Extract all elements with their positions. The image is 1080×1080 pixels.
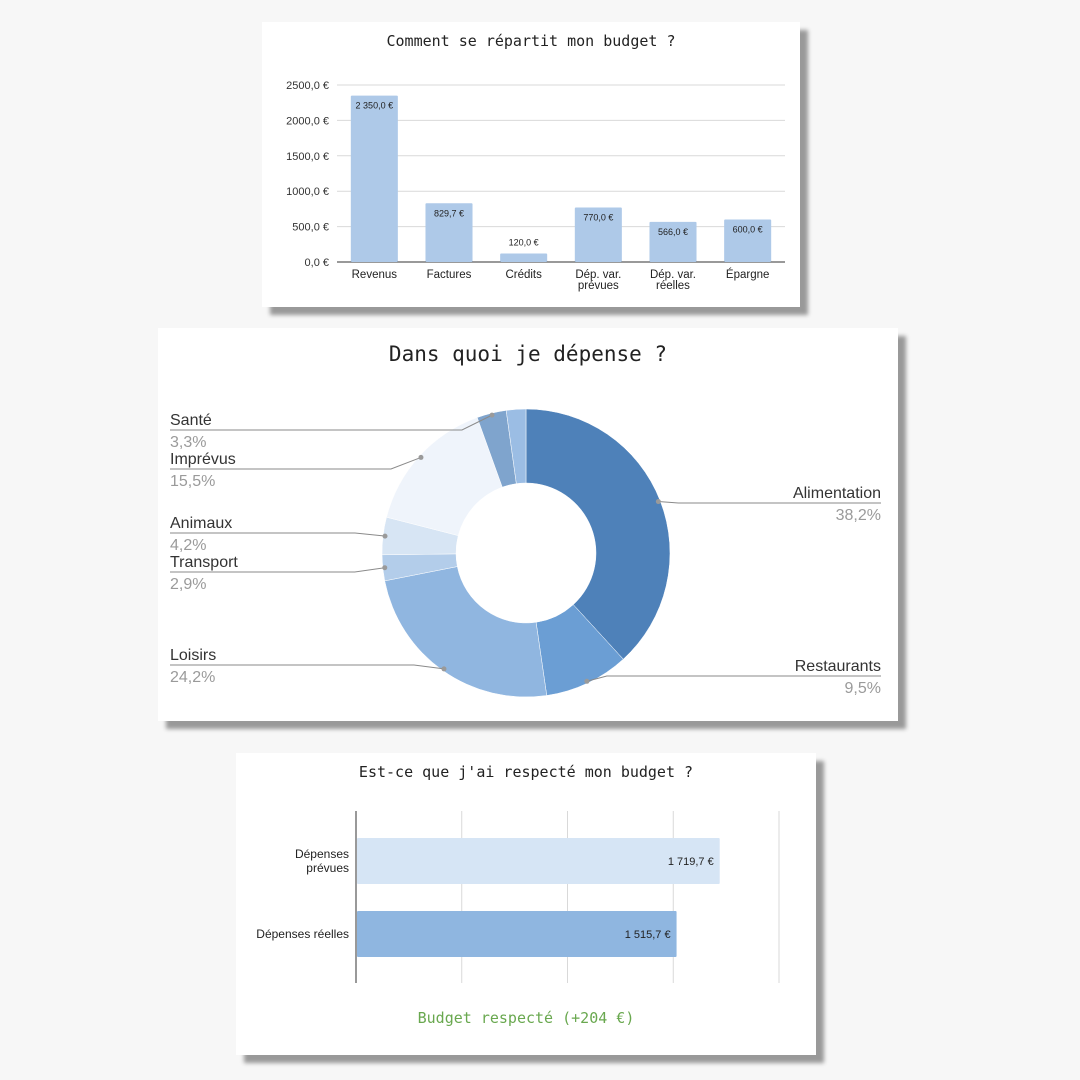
y-tick-label: Dépenses xyxy=(295,847,349,861)
leader-line xyxy=(170,664,445,670)
leader-line xyxy=(586,675,881,682)
x-tick-label: Crédits xyxy=(505,269,542,281)
bar-data-label: 770,0 € xyxy=(583,212,613,222)
leader-dot xyxy=(382,533,388,539)
slice-value-label: 15,5% xyxy=(170,473,215,490)
slice-label: Loisirs xyxy=(170,647,216,664)
bar xyxy=(649,221,697,262)
bar xyxy=(350,95,398,263)
slice-label: Transport xyxy=(170,554,238,571)
slice-value-label: 3,3% xyxy=(170,434,206,451)
donut-chart-title: Dans quoi je dépense ? xyxy=(388,342,668,366)
x-tick-label: Factures xyxy=(427,269,472,281)
y-tick-label: 0,0 € xyxy=(305,257,329,269)
x-tick-label: Revenus xyxy=(352,269,398,281)
y-tick-label: prévues xyxy=(306,861,349,875)
bar-data-label: 829,7 € xyxy=(434,208,464,218)
leader-dot xyxy=(489,412,495,418)
bar-chart: 0,0 € 500,0 € 1000,0 € 1500,0 € 2000,0 € 2500… xyxy=(286,80,785,292)
y-tick-label: 500,0 € xyxy=(292,222,329,234)
y-tick-label: 2500,0 € xyxy=(286,80,329,92)
slice-label: Santé xyxy=(170,412,212,429)
x-tick-label: Dép. var. xyxy=(575,269,621,281)
bar xyxy=(425,203,473,262)
budget-breakdown-card: Comment se répartit mon budget ? 0,0 € 50… xyxy=(262,22,800,307)
slice-label: Imprévus xyxy=(170,451,236,468)
budget-check-card: Est-ce que j'ai respecté mon budget ? 1 … xyxy=(236,753,816,1055)
x-tick-label: réelles xyxy=(656,280,690,292)
leader-line xyxy=(170,456,422,470)
y-tick-label: 1000,0 € xyxy=(286,186,329,198)
donut-slice xyxy=(505,408,527,484)
hbar xyxy=(357,911,677,957)
bar-data-label: 600,0 € xyxy=(733,225,763,235)
bar-data-label: 2 350,0 € xyxy=(356,101,394,111)
slice-value-label: 4,2% xyxy=(170,537,206,554)
y-tick-label: Dépenses réelles xyxy=(256,927,349,941)
leader-dot xyxy=(655,499,661,505)
leader-line xyxy=(658,501,881,504)
x-tick-label: Dép. var. xyxy=(650,269,696,281)
bar-data-label: 566,0 € xyxy=(658,227,688,237)
donut-slice xyxy=(525,408,671,660)
x-tick-label: prévues xyxy=(578,280,619,292)
leader-dot xyxy=(382,565,388,571)
leader-line xyxy=(170,532,386,537)
slice-value-label: 9,5% xyxy=(845,680,881,697)
spending-card: Dans quoi je dépense ? Alimentation 38,2%… xyxy=(158,328,898,721)
bar-chart-title: Comment se répartit mon budget ? xyxy=(386,32,676,50)
leader-dot xyxy=(584,678,590,684)
bar xyxy=(500,253,548,262)
donut-slice xyxy=(386,417,503,536)
bar-data-label: 1 515,7 € xyxy=(625,929,671,941)
leader-line xyxy=(170,567,385,573)
y-tick-label: 2000,0 € xyxy=(286,115,329,127)
donut-slice xyxy=(384,566,548,698)
donut-chart: Alimentation 38,2% Restaurants 9,5% Loisirs 2… xyxy=(170,408,881,698)
slice-value-label: 24,2% xyxy=(170,669,215,686)
y-tick-label: 1500,0 € xyxy=(286,151,329,163)
leader-line xyxy=(170,414,493,431)
bar xyxy=(724,219,772,262)
slice-label: Alimentation xyxy=(793,485,881,502)
budget-status-text: Budget respecté (+204 €) xyxy=(417,1009,635,1027)
hbar xyxy=(357,838,720,884)
x-tick-label: Épargne xyxy=(726,268,769,281)
hbar-chart-title: Est-ce que j'ai respecté mon budget ? xyxy=(358,763,694,781)
bar-data-label: 1 719,7 € xyxy=(668,856,714,868)
bar-data-label: 120,0 € xyxy=(509,238,539,248)
slice-value-label: 38,2% xyxy=(836,507,881,524)
slice-label: Restaurants xyxy=(795,658,881,675)
slice-label: Animaux xyxy=(170,515,232,532)
leader-dot xyxy=(418,454,424,460)
slice-value-label: 2,9% xyxy=(170,576,206,593)
leader-dot xyxy=(441,666,447,672)
bar xyxy=(574,207,622,262)
